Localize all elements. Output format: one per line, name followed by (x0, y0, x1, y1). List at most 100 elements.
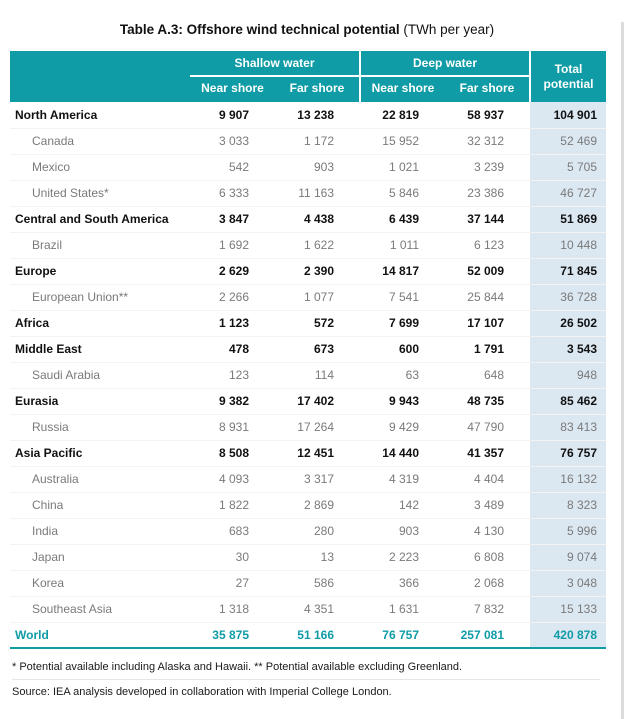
table-header: Shallow water Deep water Total potential… (10, 51, 606, 102)
value-cell: 63 (360, 362, 445, 389)
value-cell: 14 817 (360, 258, 445, 285)
total-cell: 9 074 (530, 544, 606, 571)
value-cell: 14 440 (360, 440, 445, 467)
value-cell: 5 846 (360, 180, 445, 207)
value-cell: 32 312 (445, 128, 530, 155)
table-row: United States* 6 333 11 163 5 846 23 386 46 7… (10, 180, 606, 207)
value-cell: 58 937 (445, 102, 530, 129)
table-row: Russia 8 931 17 264 9 429 47 790 83 413 (10, 414, 606, 441)
total-cell: 26 502 (530, 310, 606, 337)
value-cell: 1 622 (275, 232, 360, 259)
world-label: World (10, 621, 190, 649)
value-cell: 3 489 (445, 492, 530, 519)
value-cell: 3 317 (275, 466, 360, 493)
table-row: Canada 3 033 1 172 15 952 32 312 52 469 (10, 128, 606, 155)
table-foot: World 35 875 51 166 76 757 257 081 420 878 (10, 621, 606, 649)
total-cell: 3 543 (530, 336, 606, 363)
total-cell: 15 133 (530, 596, 606, 623)
row-label: Asia Pacific (10, 440, 190, 467)
value-cell: 48 735 (445, 388, 530, 415)
value-cell: 648 (445, 362, 530, 389)
page-edge-line (621, 22, 624, 719)
value-cell: 3 847 (190, 206, 275, 233)
total-cell: 5 996 (530, 518, 606, 545)
value-cell: 1 692 (190, 232, 275, 259)
total-cell: 52 469 (530, 128, 606, 155)
value-cell: 2 266 (190, 284, 275, 311)
total-cell: 46 727 (530, 180, 606, 207)
value-cell: 8 508 (190, 440, 275, 467)
value-cell: 123 (190, 362, 275, 389)
world-value-cell: 35 875 (190, 621, 275, 649)
table-row: Europe 2 629 2 390 14 817 52 009 71 845 (10, 258, 606, 285)
value-cell: 9 382 (190, 388, 275, 415)
value-cell: 1 011 (360, 232, 445, 259)
table-title: Table A.3: Offshore wind technical poten… (10, 22, 604, 37)
total-cell: 948 (530, 362, 606, 389)
value-cell: 47 790 (445, 414, 530, 441)
row-label: Brazil (10, 232, 190, 259)
value-cell: 17 264 (275, 414, 360, 441)
table-row: Central and South America 3 847 4 438 6 439… (10, 206, 606, 233)
table-row: Eurasia 9 382 17 402 9 943 48 735 85 462 (10, 388, 606, 415)
row-label: North America (10, 102, 190, 129)
table-row: North America 9 907 13 238 22 819 58 937 104 … (10, 102, 606, 129)
value-cell: 572 (275, 310, 360, 337)
value-cell: 30 (190, 544, 275, 571)
total-cell: 10 448 (530, 232, 606, 259)
value-cell: 2 390 (275, 258, 360, 285)
row-label: Russia (10, 414, 190, 441)
value-cell: 13 (275, 544, 360, 571)
value-cell: 2 068 (445, 570, 530, 597)
total-cell: 51 869 (530, 206, 606, 233)
row-label: United States* (10, 180, 190, 207)
total-cell: 36 728 (530, 284, 606, 311)
total-cell: 104 901 (530, 102, 606, 129)
footnote-asterisks: * Potential available including Alaska a… (12, 661, 463, 673)
header-deep-far-shore: Far shore (445, 76, 530, 102)
row-label: Central and South America (10, 206, 190, 233)
table-row: European Union** 2 266 1 077 7 541 25 844 36 … (10, 284, 606, 311)
value-cell: 7 699 (360, 310, 445, 337)
value-cell: 9 429 (360, 414, 445, 441)
value-cell: 41 357 (445, 440, 530, 467)
value-cell: 2 869 (275, 492, 360, 519)
row-label: Africa (10, 310, 190, 337)
value-cell: 1 318 (190, 596, 275, 623)
value-cell: 7 541 (360, 284, 445, 311)
total-cell: 16 132 (530, 466, 606, 493)
value-cell: 1 123 (190, 310, 275, 337)
value-cell: 23 386 (445, 180, 530, 207)
footnote-source: Source: IEA analysis developed in collab… (12, 679, 600, 702)
value-cell: 9 907 (190, 102, 275, 129)
value-cell: 1 791 (445, 336, 530, 363)
table-row: India 683 280 903 4 130 5 996 (10, 518, 606, 545)
row-label: Mexico (10, 154, 190, 181)
document-page: Table A.3: Offshore wind technical poten… (0, 22, 624, 719)
table-body: North America 9 907 13 238 22 819 58 937 104 … (10, 102, 606, 623)
value-cell: 683 (190, 518, 275, 545)
value-cell: 25 844 (445, 284, 530, 311)
header-group-row: Shallow water Deep water Total potential (10, 51, 606, 102)
value-cell: 1 631 (360, 596, 445, 623)
row-label: Saudi Arabia (10, 362, 190, 389)
value-cell: 1 172 (275, 128, 360, 155)
value-cell: 3 033 (190, 128, 275, 155)
value-cell: 2 223 (360, 544, 445, 571)
table-row: Australia 4 093 3 317 4 319 4 404 16 132 (10, 466, 606, 493)
value-cell: 11 163 (275, 180, 360, 207)
row-label: Middle East (10, 336, 190, 363)
total-cell: 85 462 (530, 388, 606, 415)
value-cell: 142 (360, 492, 445, 519)
value-cell: 37 144 (445, 206, 530, 233)
table-title-text: Table A.3: Offshore wind technical poten… (119, 22, 400, 37)
header-shallow-near-shore: Near shore (190, 76, 275, 102)
world-total-cell: 420 878 (530, 621, 606, 649)
total-cell: 76 757 (530, 440, 606, 467)
value-cell: 17 107 (445, 310, 530, 337)
total-cell: 3 048 (530, 570, 606, 597)
table-row: Japan 30 13 2 223 6 808 9 074 (10, 544, 606, 571)
value-cell: 52 009 (445, 258, 530, 285)
value-cell: 1 021 (360, 154, 445, 181)
row-label: European Union** (10, 284, 190, 311)
